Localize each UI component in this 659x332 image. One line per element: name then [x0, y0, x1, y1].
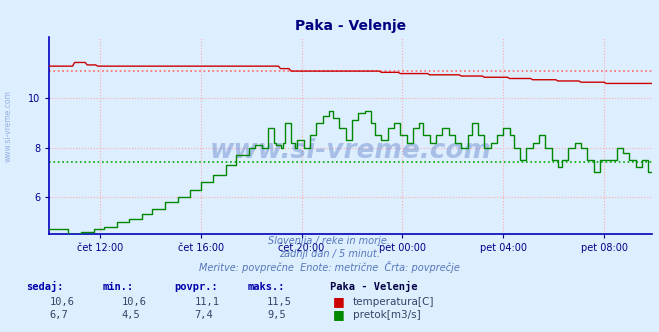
- Text: 11,5: 11,5: [267, 297, 292, 307]
- Text: 4,5: 4,5: [122, 310, 140, 320]
- Text: www.si-vreme.com: www.si-vreme.com: [3, 90, 13, 162]
- Text: ■: ■: [333, 295, 345, 308]
- Text: min.:: min.:: [102, 283, 133, 292]
- Text: www.si-vreme.com: www.si-vreme.com: [210, 138, 492, 164]
- Text: 6,7: 6,7: [49, 310, 68, 320]
- Text: 9,5: 9,5: [267, 310, 285, 320]
- Text: Meritve: povprečne  Enote: metrične  Črta: povprečje: Meritve: povprečne Enote: metrične Črta:…: [199, 261, 460, 273]
- Text: ■: ■: [333, 308, 345, 321]
- Text: temperatura[C]: temperatura[C]: [353, 297, 434, 307]
- Text: Slovenija / reke in morje.: Slovenija / reke in morje.: [268, 236, 391, 246]
- Text: maks.:: maks.:: [247, 283, 285, 292]
- Text: 7,4: 7,4: [194, 310, 213, 320]
- Text: pretok[m3/s]: pretok[m3/s]: [353, 310, 420, 320]
- Title: Paka - Velenje: Paka - Velenje: [295, 19, 407, 33]
- Text: 10,6: 10,6: [122, 297, 147, 307]
- Text: zadnji dan / 5 minut.: zadnji dan / 5 minut.: [279, 249, 380, 259]
- Text: povpr.:: povpr.:: [175, 283, 218, 292]
- Text: Paka - Velenje: Paka - Velenje: [330, 282, 417, 292]
- Text: 10,6: 10,6: [49, 297, 74, 307]
- Text: sedaj:: sedaj:: [26, 282, 64, 292]
- Text: 11,1: 11,1: [194, 297, 219, 307]
